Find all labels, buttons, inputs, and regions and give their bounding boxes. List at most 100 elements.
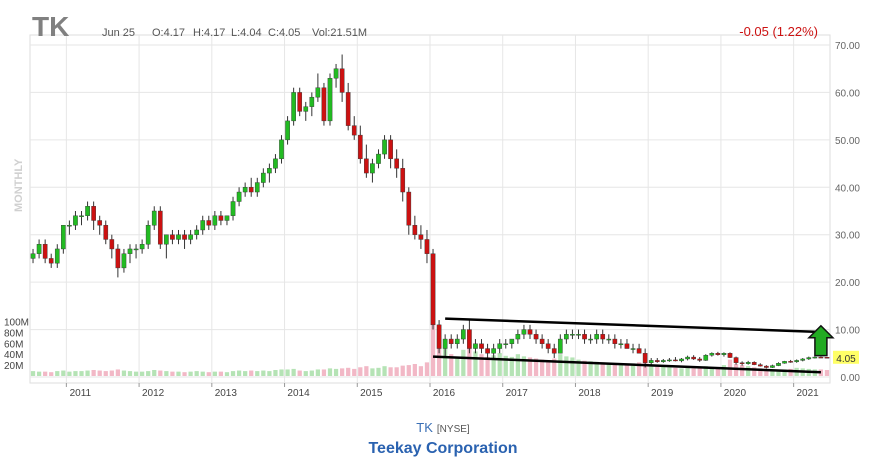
- volume-bar: [200, 371, 205, 376]
- volume-bar: [212, 371, 217, 376]
- x-tick-label: 2013: [215, 388, 238, 399]
- volume-bar: [758, 368, 763, 376]
- volume-bar: [673, 367, 678, 376]
- volume-bar: [449, 354, 454, 376]
- candle-body: [279, 139, 284, 160]
- volume-bar: [600, 362, 605, 376]
- volume-bar: [67, 371, 72, 376]
- volume-bar: [188, 371, 193, 376]
- candle-body: [115, 248, 121, 269]
- candle-body: [91, 206, 96, 221]
- candle-body: [73, 215, 78, 226]
- volume-bar: [824, 370, 830, 376]
- volume-bar: [273, 370, 278, 376]
- volume-bar: [612, 364, 617, 376]
- candle-body: [261, 172, 266, 183]
- volume-bar: [509, 356, 514, 376]
- y-tick-label: 50.00: [835, 136, 860, 147]
- x-tick-label: 2018: [578, 388, 601, 399]
- candle-body: [776, 363, 781, 366]
- candle-body: [661, 360, 666, 363]
- candle-body: [218, 215, 224, 221]
- volume-bar: [430, 324, 436, 376]
- volume-bar: [709, 367, 714, 376]
- x-tick-label: 2016: [433, 388, 456, 399]
- candle-body: [61, 225, 66, 250]
- volume-bar: [582, 360, 587, 376]
- candle-body: [164, 234, 169, 245]
- volume-bar: [412, 364, 417, 376]
- candle-body: [212, 215, 218, 226]
- candle-body: [667, 359, 672, 362]
- volume-bar: [788, 368, 793, 376]
- footer-exchange: [NYSE]: [436, 424, 470, 435]
- candle-body: [630, 348, 636, 350]
- y-tick-label: 20.00: [835, 278, 860, 289]
- volume-bar: [109, 370, 114, 376]
- candle-body: [509, 338, 515, 344]
- candle-body: [642, 353, 648, 363]
- candle-body: [333, 68, 339, 79]
- volume-bar: [552, 358, 557, 376]
- candle-body: [412, 225, 418, 235]
- volume-bar: [194, 371, 199, 376]
- x-tick-label: 2021: [797, 388, 820, 399]
- volume-bar: [279, 369, 284, 376]
- x-tick-label: 2019: [651, 388, 674, 399]
- candle-body: [97, 220, 103, 226]
- candle-body: [521, 329, 527, 335]
- volume-bar: [333, 368, 339, 376]
- volume-bar: [655, 366, 660, 376]
- volume-bar: [91, 370, 96, 376]
- volume-bar: [218, 371, 224, 376]
- volume-bar: [661, 366, 666, 376]
- volume-bar: [321, 369, 327, 376]
- volume-bar: [152, 370, 157, 376]
- candle-body: [394, 158, 399, 169]
- volume-bar: [521, 356, 527, 376]
- volume-bar: [782, 369, 787, 376]
- quote-close: C:4.05: [268, 27, 300, 39]
- volume-bar: [97, 370, 102, 376]
- volume-tick-label: 40M: [4, 350, 23, 361]
- candle-body: [739, 362, 745, 364]
- candle-body: [85, 206, 90, 216]
- x-tick-label: 2014: [287, 388, 310, 399]
- volume-bar: [703, 366, 708, 376]
- candle-body: [618, 343, 624, 345]
- volume-bar: [461, 349, 466, 376]
- candle-body: [206, 220, 212, 226]
- candle-body: [600, 334, 606, 340]
- volume-bar: [588, 361, 593, 376]
- candle-body: [709, 353, 715, 356]
- volume-bar: [376, 367, 381, 376]
- trendline: [432, 355, 821, 374]
- volume-bar: [455, 356, 460, 376]
- volume-bar: [418, 366, 424, 376]
- candle-body: [121, 253, 127, 269]
- candle-body: [806, 357, 812, 360]
- candle-body: [236, 191, 242, 202]
- volume-bar: [679, 368, 684, 376]
- candle-body: [273, 158, 278, 169]
- candle-body: [467, 329, 472, 349]
- volume-bar: [558, 354, 563, 376]
- candle-body: [424, 239, 430, 254]
- volume-bar: [436, 335, 442, 376]
- volume-bar: [740, 365, 745, 376]
- volume-bar: [140, 371, 145, 376]
- volume-bar: [570, 357, 575, 376]
- candle-body: [788, 361, 793, 363]
- candle-body: [588, 338, 593, 341]
- candle-body: [824, 357, 830, 359]
- candle-body: [497, 343, 503, 349]
- volume-bar: [49, 372, 54, 376]
- volume-bar: [158, 370, 163, 376]
- volume-bar: [467, 346, 472, 376]
- volume-bar: [685, 367, 690, 376]
- volume-bar: [576, 359, 581, 376]
- volume-bar: [776, 370, 781, 376]
- last-price-badge: [833, 350, 859, 364]
- volume-bars: [30, 324, 830, 376]
- volume-bar: [243, 371, 248, 376]
